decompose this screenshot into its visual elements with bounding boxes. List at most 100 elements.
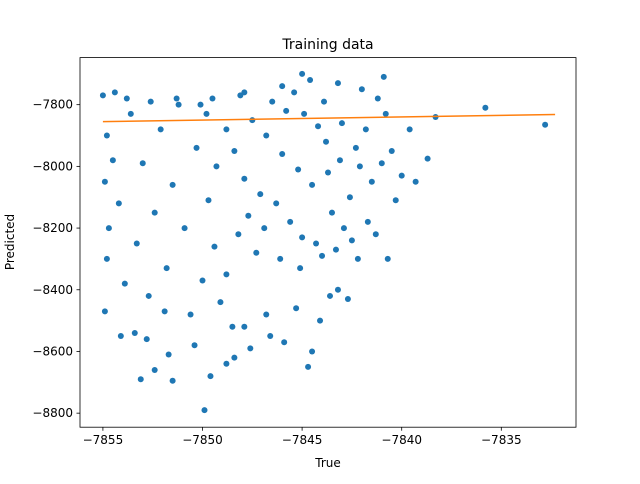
scatter-point: [362, 126, 369, 133]
scatter-point: [165, 351, 172, 358]
scatter-point: [197, 101, 204, 108]
x-tick-label: −7855: [83, 433, 124, 447]
scatter-point: [241, 175, 248, 182]
scatter-point: [217, 299, 224, 306]
scatter-point: [145, 292, 152, 299]
scatter-point: [137, 376, 144, 383]
scatter-point: [384, 255, 391, 262]
scatter-point: [169, 181, 176, 188]
y-tick-label: −8000: [32, 159, 73, 173]
scatter-point: [127, 110, 134, 117]
y-tick-label: −8600: [32, 344, 73, 358]
scatter-point: [382, 110, 389, 117]
scatter-point: [406, 126, 413, 133]
scatter-point: [187, 311, 194, 318]
scatter-point: [325, 169, 331, 176]
scatter-point: [261, 225, 268, 232]
scatter-point: [424, 155, 431, 162]
scatter-point: [247, 345, 254, 352]
scatter-point: [191, 342, 198, 349]
scatter-point: [263, 311, 270, 318]
scatter-point: [358, 86, 365, 93]
scatter-point: [334, 80, 341, 87]
scatter-point: [131, 329, 138, 336]
scatter-point: [103, 132, 110, 139]
scatter-point: [380, 73, 387, 80]
scatter-point: [151, 366, 158, 373]
scatter-point: [267, 333, 274, 340]
scatter-point: [209, 95, 216, 102]
scatter-point: [332, 246, 339, 253]
scatter-point: [321, 98, 328, 105]
fit-line: [102, 113, 556, 123]
scatter-point: [352, 144, 359, 151]
scatter-point: [279, 83, 286, 90]
scatter-point: [101, 178, 108, 185]
scatter-point: [199, 277, 206, 284]
scatter-point: [313, 240, 320, 247]
scatter-point: [336, 157, 343, 164]
chart-title: Training data: [281, 37, 373, 53]
scatter-point: [223, 271, 230, 278]
scatter-point: [241, 323, 248, 330]
scatter-point: [111, 89, 118, 96]
scatter-point: [281, 339, 288, 346]
scatter-point: [205, 197, 212, 204]
scatter-point: [121, 280, 128, 287]
scatter-point: [109, 157, 116, 164]
scatter-point: [103, 255, 110, 262]
scatter-point: [269, 98, 276, 105]
scatter-point: [223, 360, 230, 367]
scatter-point: [245, 212, 252, 219]
y-tick-label: −7800: [32, 98, 73, 112]
plot-area: [99, 70, 556, 414]
scatter-point: [279, 151, 286, 158]
scatter-point: [374, 95, 381, 102]
x-axis-label: True: [314, 456, 341, 470]
scatter-point: [315, 123, 322, 130]
scatter-point: [482, 104, 489, 111]
scatter-point: [388, 147, 395, 154]
scatter-point: [101, 308, 108, 315]
scatter-point: [299, 70, 306, 77]
scatter-point: [340, 225, 347, 232]
scatter-point: [317, 317, 324, 324]
scatter-point: [283, 107, 290, 114]
scatter-point: [157, 126, 164, 133]
scatter-point: [223, 126, 230, 133]
scatter-point: [295, 166, 302, 173]
scatter-point: [203, 110, 210, 117]
scatter-point: [372, 231, 379, 238]
scatter-point: [147, 98, 154, 105]
scatter-point: [293, 305, 300, 312]
scatter-point: [181, 225, 188, 232]
scatter-point: [105, 225, 112, 232]
scatter-point: [117, 333, 124, 340]
y-tick-label: −8400: [32, 283, 73, 297]
scatter-point: [161, 308, 168, 315]
scatter-point: [211, 243, 218, 250]
scatter-point: [257, 191, 264, 198]
scatter-point: [309, 348, 316, 355]
scatter-point: [287, 218, 294, 225]
scatter-point: [231, 354, 238, 361]
scatter-point: [193, 144, 200, 151]
scatter-point: [392, 197, 399, 204]
scatter-point: [139, 160, 146, 167]
scatter-point: [263, 132, 270, 139]
scatter-point: [344, 296, 351, 303]
scatter-point: [175, 101, 182, 108]
x-tick-label: −7835: [481, 433, 522, 447]
scatter-point: [354, 255, 361, 262]
axes-frame: [79, 57, 577, 428]
scatter-point: [115, 200, 122, 207]
scatter-point: [151, 209, 158, 216]
scatter-point: [309, 181, 316, 188]
scatter-point: [305, 363, 312, 370]
scatter-point: [163, 265, 170, 272]
scatter-point: [253, 249, 260, 256]
scatter-point: [123, 95, 130, 102]
scatter-point: [99, 92, 106, 99]
scatter-point: [213, 163, 220, 170]
